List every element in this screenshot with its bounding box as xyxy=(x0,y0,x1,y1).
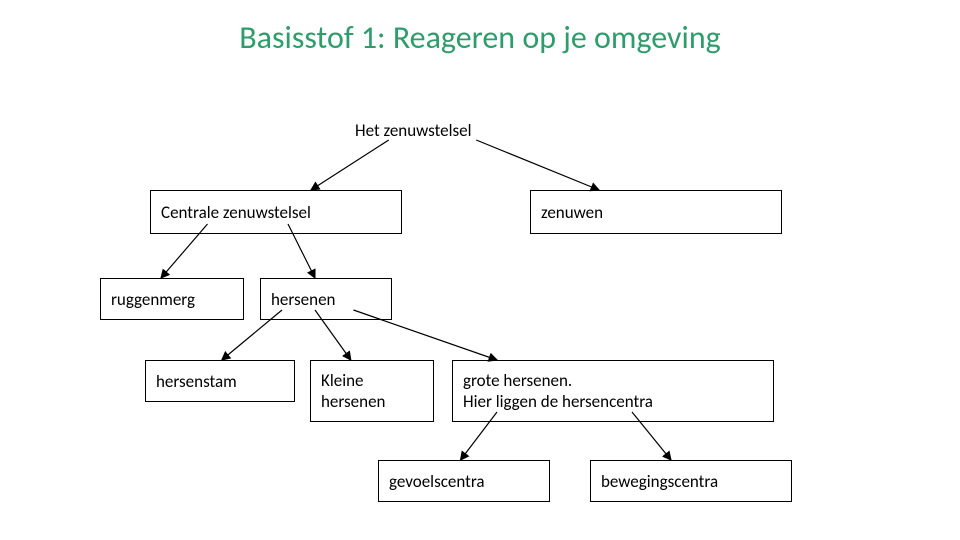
node-zenuwen: zenuwen xyxy=(530,190,782,234)
arrow-layer xyxy=(0,0,960,540)
node-root: Het zenuwstelsel xyxy=(345,112,540,148)
node-beweging: bewegingscentra xyxy=(590,460,792,502)
node-hersenen: hersenen xyxy=(260,278,392,320)
node-hersenstam: hersenstam xyxy=(145,360,295,402)
node-kleine: Kleine hersenen xyxy=(310,360,434,422)
node-gevoel: gevoelscentra xyxy=(378,460,550,502)
node-ruggenmerg: ruggenmerg xyxy=(100,278,244,320)
page-title: Basisstof 1: Reageren op je omgeving xyxy=(0,18,960,57)
diagram-canvas: Basisstof 1: Reageren op je omgeving Het… xyxy=(0,0,960,540)
node-grote: grote hersenen. Hier liggen de hersencen… xyxy=(452,360,774,422)
node-central: Centrale zenuwstelsel xyxy=(150,190,402,234)
